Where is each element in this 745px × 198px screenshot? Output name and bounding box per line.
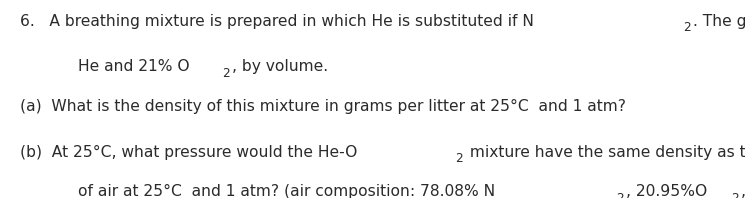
Text: 2: 2 bbox=[732, 192, 739, 198]
Text: He and 21% O: He and 21% O bbox=[78, 59, 190, 74]
Text: 2: 2 bbox=[455, 152, 463, 165]
Text: mixture have the same density as that: mixture have the same density as that bbox=[466, 145, 745, 160]
Text: , 0.93% Ar,: , 0.93% Ar, bbox=[741, 184, 745, 198]
Text: . The gas is 79%: . The gas is 79% bbox=[693, 14, 745, 29]
Text: 2: 2 bbox=[222, 67, 230, 80]
Text: (a)  What is the density of this mixture in grams per litter at 25°C  and 1 atm?: (a) What is the density of this mixture … bbox=[20, 99, 626, 114]
Text: 2: 2 bbox=[616, 192, 624, 198]
Text: 6.   A breathing mixture is prepared in which He is substituted if N: 6. A breathing mixture is prepared in wh… bbox=[20, 14, 534, 29]
Text: , 20.95%O: , 20.95%O bbox=[627, 184, 708, 198]
Text: (b)  At 25°C, what pressure would the He-O: (b) At 25°C, what pressure would the He-… bbox=[20, 145, 358, 160]
Text: of air at 25°C  and 1 atm? (air composition: 78.08% N: of air at 25°C and 1 atm? (air compositi… bbox=[78, 184, 495, 198]
Text: , by volume.: , by volume. bbox=[232, 59, 329, 74]
Text: 2: 2 bbox=[683, 21, 691, 34]
